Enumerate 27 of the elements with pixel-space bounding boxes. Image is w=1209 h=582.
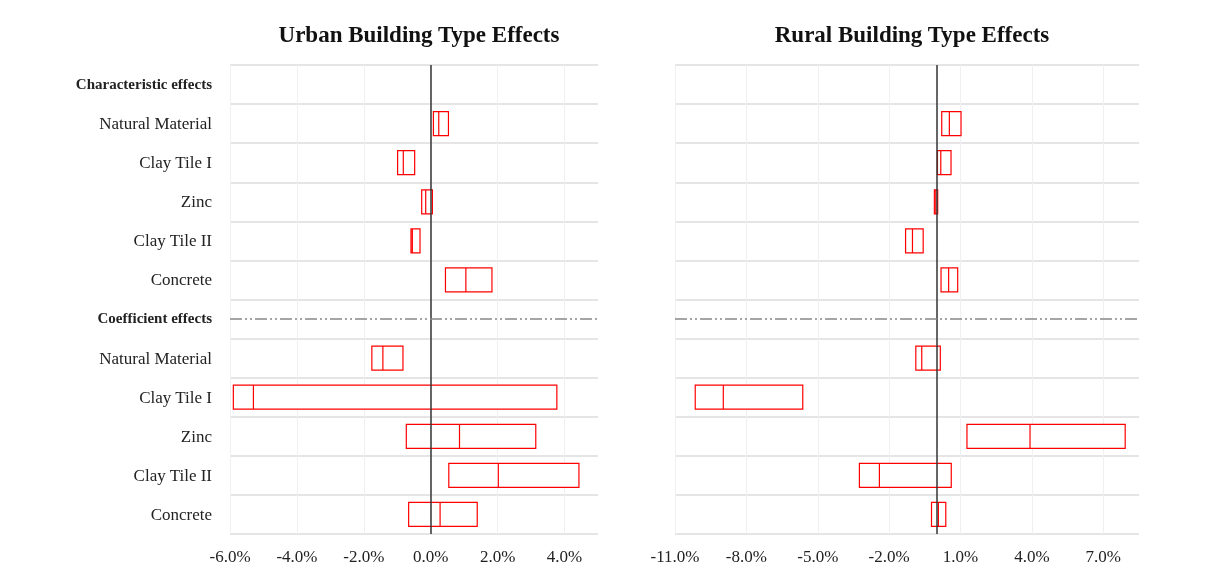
x-tick-label: -5.0% [797,547,839,566]
y-tick-label: Natural Material [99,348,213,368]
x-tick-label: 4.0% [546,547,583,566]
y-tick-label: Coefficient effects [97,310,213,327]
y-tick-label: Natural Material [99,114,213,134]
x-tick-label: 2.0% [479,547,516,566]
y-tick-label: Clay Tile II [133,465,213,485]
x-tick-label: -8.0% [725,547,767,566]
x-tick-label: -2.0% [343,547,385,566]
y-tick-label: Characteristic effects [75,75,213,92]
x-tick-label: -2.0% [868,547,910,566]
y-tick-label: Clay Tile I [139,387,213,407]
x-tick-label: -4.0% [276,547,318,566]
y-tick-label: Concrete [150,270,212,290]
y-tick-label: Clay Tile I [139,153,213,173]
x-tick-label: -11.0% [650,547,700,566]
x-tick-label: -6.0% [209,547,251,566]
y-tick-label: Zinc [180,426,213,446]
chart-title: Rural Building Type Effects [774,22,1050,47]
x-tick-label: 4.0% [1014,547,1050,566]
x-tick-label: 1.0% [942,547,979,566]
x-tick-label: 7.0% [1085,547,1122,566]
y-tick-label: Clay Tile II [133,231,213,251]
y-tick-label: Concrete [150,504,212,524]
x-tick-label: 0.0% [413,547,449,566]
chart-title: Urban Building Type Effects [278,22,560,47]
y-tick-label: Zinc [180,192,213,212]
